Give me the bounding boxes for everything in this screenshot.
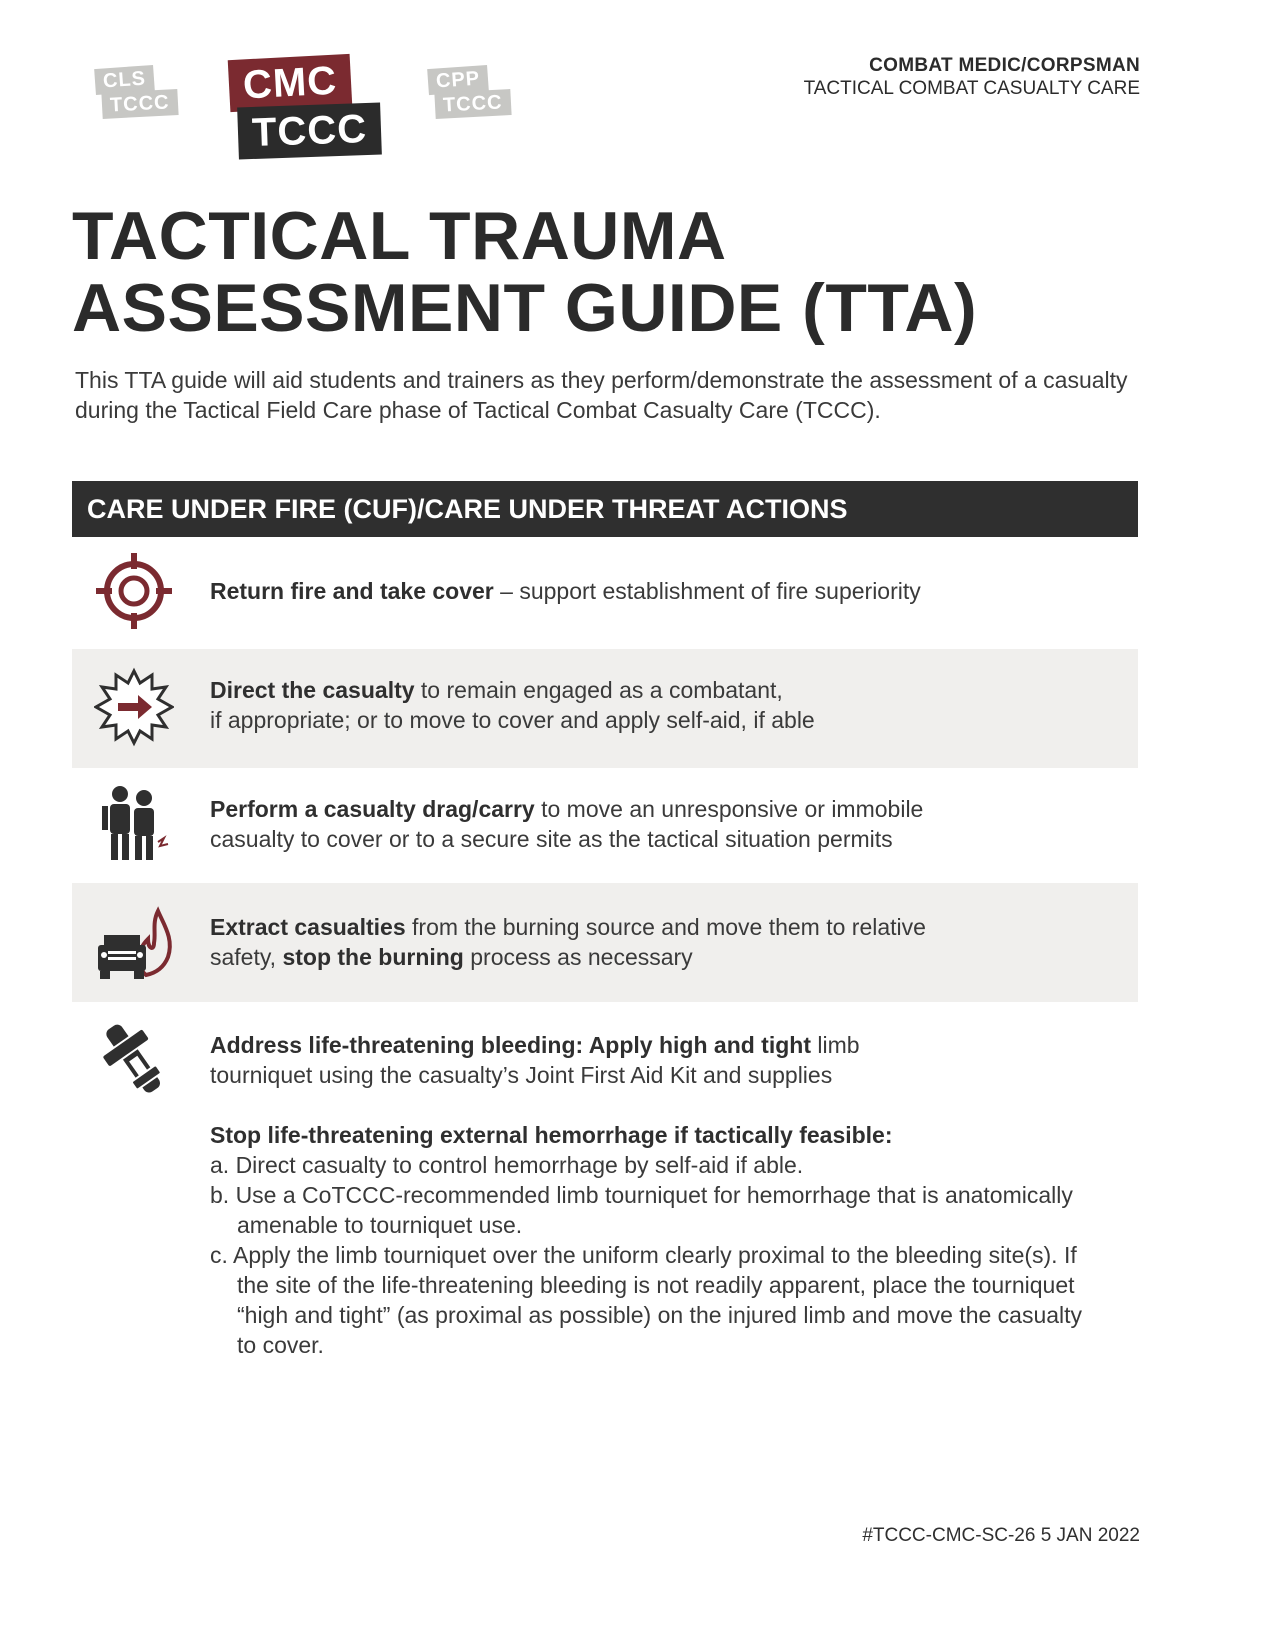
title-line1: TACTICAL TRAUMA <box>72 198 727 274</box>
item-text: Return fire and take cover – support est… <box>210 576 1090 606</box>
logo-cls-line2: TCCC <box>101 89 179 119</box>
item-rest: – support establishment of fire superior… <box>493 578 921 604</box>
cls-tccc-logo: CLS TCCC <box>72 64 179 119</box>
item-line2: tourniquet using the casualty’s Joint Fi… <box>210 1062 833 1088</box>
title-line2: ASSESSMENT GUIDE (TTA) <box>72 270 978 346</box>
item-bold: Address life-threatening bleeding: Apply… <box>210 1032 811 1058</box>
burning-vehicle-icon <box>98 906 172 979</box>
hemorrhage-step-c: c. Apply the limb tourniquet over the un… <box>210 1242 1083 1358</box>
list-item: Direct the casualty to remain engaged as… <box>72 649 1138 768</box>
cmc-tccc-logo: CMC TCCC <box>198 53 382 160</box>
item-text: Perform a casualty drag/carry to move an… <box>210 794 1090 854</box>
header-line2: TACTICAL COMBAT CASUALTY CARE <box>803 78 1140 99</box>
item-bold: Return fire and take cover <box>210 578 494 604</box>
crosshair-icon <box>96 553 172 629</box>
direct-arrow-burst-icon <box>94 667 174 747</box>
item-bold: Perform a casualty drag/carry <box>210 796 535 822</box>
item-line2-start: safety, <box>210 944 283 970</box>
hemorrhage-step-b: b. Use a CoTCCC-recommended limb tourniq… <box>210 1182 1073 1238</box>
logo-cpp-line2: TCCC <box>434 89 512 119</box>
item-rest: limb <box>811 1032 860 1058</box>
section-header: CARE UNDER FIRE (CUF)/CARE UNDER THREAT … <box>72 481 1138 537</box>
document-id-footer: #TCCC-CMC-SC-26 5 JAN 2022 <box>862 1525 1140 1546</box>
hemorrhage-step-a: a. Direct casualty to control hemorrhage… <box>210 1152 804 1178</box>
item-rest: from the burning source and move them to… <box>405 914 926 940</box>
cpp-tccc-logo: CPP TCCC <box>405 64 512 119</box>
document-header: COMBAT MEDIC/CORPSMAN TACTICAL COMBAT CA… <box>804 55 1140 100</box>
item-bold: Extract casualties <box>210 914 406 940</box>
item-bold: Direct the casualty <box>210 677 415 703</box>
list-item: Return fire and take cover – support est… <box>72 543 1138 641</box>
item-text: Address life-threatening bleeding: Apply… <box>210 1030 1090 1360</box>
page-title: TACTICAL TRAUMA ASSESSMENT GUIDE (TTA) <box>72 200 1072 344</box>
hemorrhage-steps: a. Direct casualty to control hemorrhage… <box>210 1150 1090 1360</box>
item-line2: if appropriate; or to move to cover and … <box>210 707 815 733</box>
hemorrhage-subheading: Stop life-threatening external hemorrhag… <box>210 1122 893 1148</box>
list-item: Perform a casualty drag/carry to move an… <box>72 768 1138 883</box>
logo-cmc-line2: TCCC <box>237 102 382 160</box>
item-rest: to remain engaged as a combatant, <box>414 677 783 703</box>
item-line2: casualty to cover or to a secure site as… <box>210 826 893 852</box>
casualty-carry-icon <box>102 786 169 860</box>
header-line1: COMBAT MEDIC/CORPSMAN <box>869 55 1140 76</box>
logo-group: CLS TCCC CMC TCCC CPP TCCC <box>70 53 540 175</box>
list-item: Address life-threatening bleeding: Apply… <box>72 1002 1138 1372</box>
item-rest: to move an unresponsive or immobile <box>534 796 924 822</box>
item-line2-end: process as necessary <box>463 944 693 970</box>
intro-paragraph: This TTA guide will aid students and tra… <box>75 367 1128 423</box>
item-line2-bold: stop the burning <box>282 944 464 970</box>
item-text: Extract casualties from the burning sour… <box>210 912 1090 972</box>
list-item: Extract casualties from the burning sour… <box>72 883 1138 1002</box>
tourniquet-icon <box>101 1024 162 1093</box>
item-text: Direct the casualty to remain engaged as… <box>210 675 1090 735</box>
